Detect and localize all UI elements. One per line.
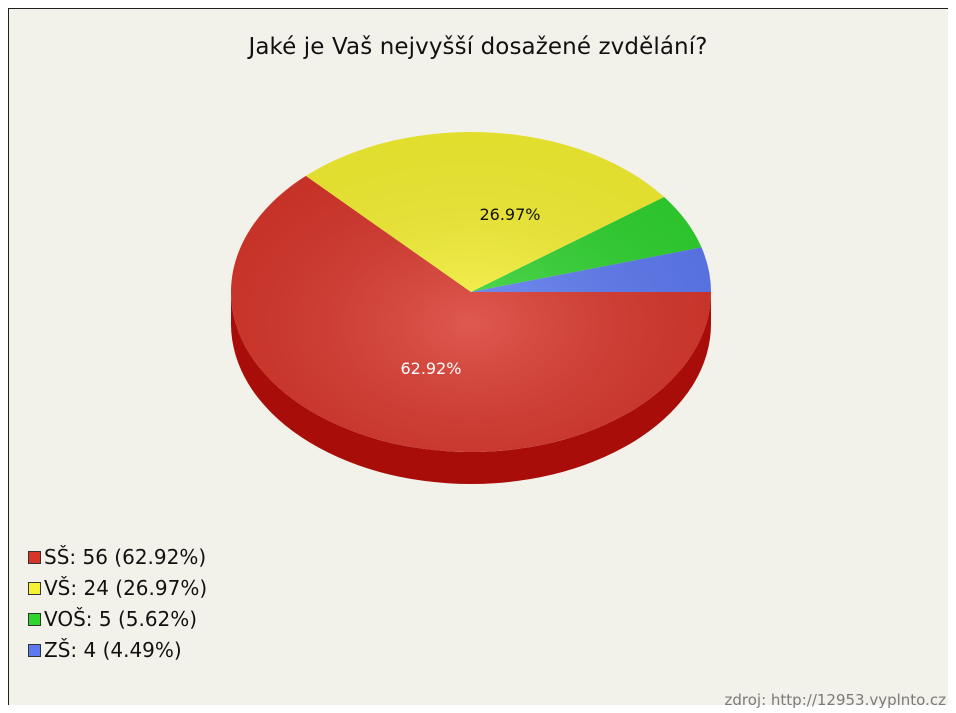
legend-swatch	[28, 582, 41, 595]
pie-top	[231, 132, 711, 453]
chart-legend: SŠ: 56 (62.92%) VŠ: 24 (26.97%) VOŠ: 5 (5.…	[28, 542, 207, 666]
legend-swatch	[28, 644, 41, 657]
legend-label: ZŠ: 4 (4.49%)	[44, 638, 182, 662]
legend-item-SŠ: SŠ: 56 (62.92%)	[28, 542, 207, 573]
pie-label-VŠ: 26.97%	[479, 205, 540, 224]
pie-labels: 62.92% 26.97%	[400, 205, 540, 378]
pie-sides	[231, 292, 711, 484]
pie-side-SŠ	[231, 292, 711, 484]
legend-label: VŠ: 24 (26.97%)	[44, 576, 208, 600]
source-note: zdroj: http://12953.vyplnto.cz	[724, 691, 946, 709]
pie-sheen	[231, 132, 711, 452]
legend-label: VOŠ: 5 (5.62%)	[44, 607, 198, 631]
legend-item-ZŠ: ZŠ: 4 (4.49%)	[28, 635, 207, 666]
legend-swatch	[28, 551, 41, 564]
legend-item-VOŠ: VOŠ: 5 (5.62%)	[28, 604, 207, 635]
legend-swatch	[28, 613, 41, 626]
legend-label: SŠ: 56 (62.92%)	[44, 545, 207, 569]
chart-title: Jaké je Vaš nejvyšší dosažené zvdělání?	[248, 34, 708, 60]
legend-item-VŠ: VŠ: 24 (26.97%)	[28, 573, 207, 604]
pie-label-SŠ: 62.92%	[400, 359, 461, 378]
